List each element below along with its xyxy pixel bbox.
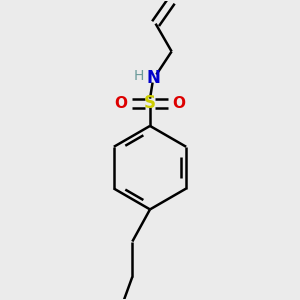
- Text: H: H: [134, 69, 144, 83]
- Text: S: S: [144, 94, 156, 112]
- Text: N: N: [146, 69, 160, 87]
- Text: O: O: [172, 96, 185, 111]
- Text: O: O: [115, 96, 128, 111]
